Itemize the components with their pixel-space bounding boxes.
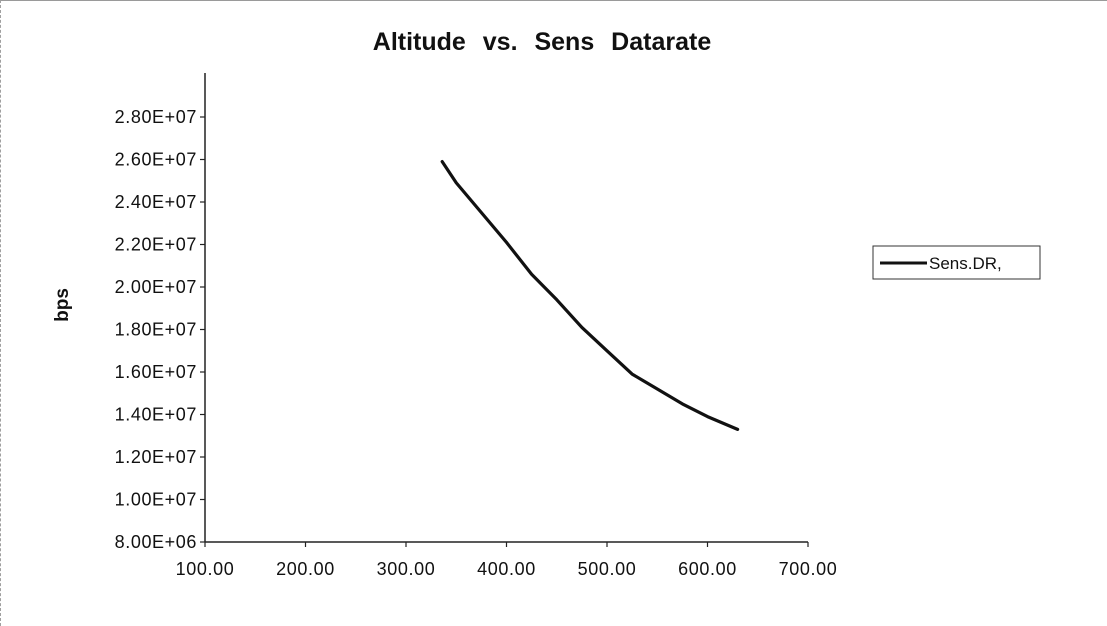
legend: Sens.DR, bbox=[872, 245, 1041, 280]
series-line bbox=[440, 160, 740, 431]
y-tick-label: 2.00E+07 bbox=[115, 277, 197, 297]
legend-label: Sens.DR, bbox=[929, 254, 1002, 273]
x-tick-label: 400.00 bbox=[477, 559, 536, 579]
y-axis-ticks: 8.00E+06 1.00E+07 1.20E+07 1.40E+07 1.60E+07… bbox=[115, 107, 205, 552]
y-tick-label: 1.60E+07 bbox=[115, 362, 197, 382]
y-tick-label: 2.20E+07 bbox=[115, 235, 197, 255]
y-tick-label: 2.60E+07 bbox=[115, 150, 197, 170]
series-layer bbox=[440, 160, 740, 431]
y-tick-label: 2.80E+07 bbox=[115, 107, 197, 127]
y-axis-label: bps bbox=[52, 288, 73, 322]
x-tick-label: 700.00 bbox=[779, 559, 838, 579]
y-tick-label: 1.80E+07 bbox=[115, 320, 197, 340]
y-tick-label: 8.00E+06 bbox=[115, 532, 197, 552]
x-tick-label: 200.00 bbox=[276, 559, 335, 579]
y-tick-label: 1.00E+07 bbox=[115, 490, 197, 510]
x-tick-label: 100.00 bbox=[176, 559, 235, 579]
x-tick-label: 300.00 bbox=[377, 559, 436, 579]
chart-title: Altitude vs. Sens Datarate bbox=[373, 28, 712, 56]
x-axis-ticks: 100.00 200.00 300.00 400.00 500.00 600.00 700.… bbox=[176, 542, 838, 579]
y-tick-label: 2.40E+07 bbox=[115, 192, 197, 212]
x-tick-label: 500.00 bbox=[578, 559, 637, 579]
y-tick-label: 1.40E+07 bbox=[115, 405, 197, 425]
x-tick-label: 600.00 bbox=[678, 559, 737, 579]
y-tick-label: 1.20E+07 bbox=[115, 447, 197, 467]
